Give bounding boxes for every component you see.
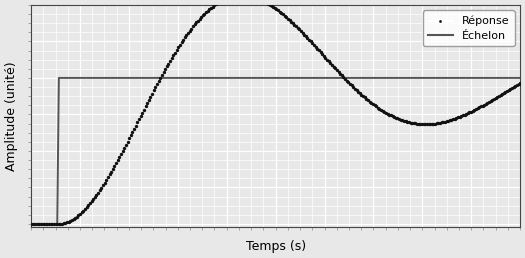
Text: Amax: Amax xyxy=(0,257,1,258)
Y-axis label: Amplitude (unité): Amplitude (unité) xyxy=(5,61,18,171)
Legend: Réponse, Échelon: Réponse, Échelon xyxy=(423,10,514,46)
X-axis label: Temps (s): Temps (s) xyxy=(246,240,306,253)
